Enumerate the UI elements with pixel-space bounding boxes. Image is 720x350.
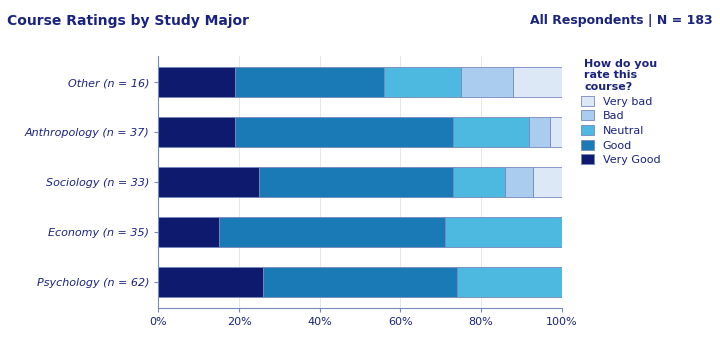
Bar: [219, 217, 445, 247]
Bar: [158, 217, 219, 247]
Text: Course Ratings by Study Major: Course Ratings by Study Major: [7, 14, 249, 28]
Bar: [158, 267, 264, 296]
Bar: [158, 117, 235, 147]
Bar: [158, 167, 259, 197]
Bar: [534, 167, 562, 197]
Bar: [529, 117, 549, 147]
Bar: [445, 217, 562, 247]
Bar: [264, 267, 456, 296]
Bar: [259, 167, 453, 197]
Text: All Respondents | N = 183: All Respondents | N = 183: [530, 14, 713, 27]
Bar: [505, 167, 534, 197]
Bar: [456, 267, 562, 296]
Bar: [384, 68, 461, 97]
Bar: [549, 117, 562, 147]
Bar: [461, 68, 513, 97]
Bar: [453, 167, 505, 197]
Bar: [513, 68, 562, 97]
Bar: [453, 117, 529, 147]
Bar: [235, 68, 384, 97]
Legend: Very bad, Bad, Neutral, Good, Very Good: Very bad, Bad, Neutral, Good, Very Good: [580, 56, 662, 168]
Bar: [158, 68, 235, 97]
Bar: [235, 117, 453, 147]
